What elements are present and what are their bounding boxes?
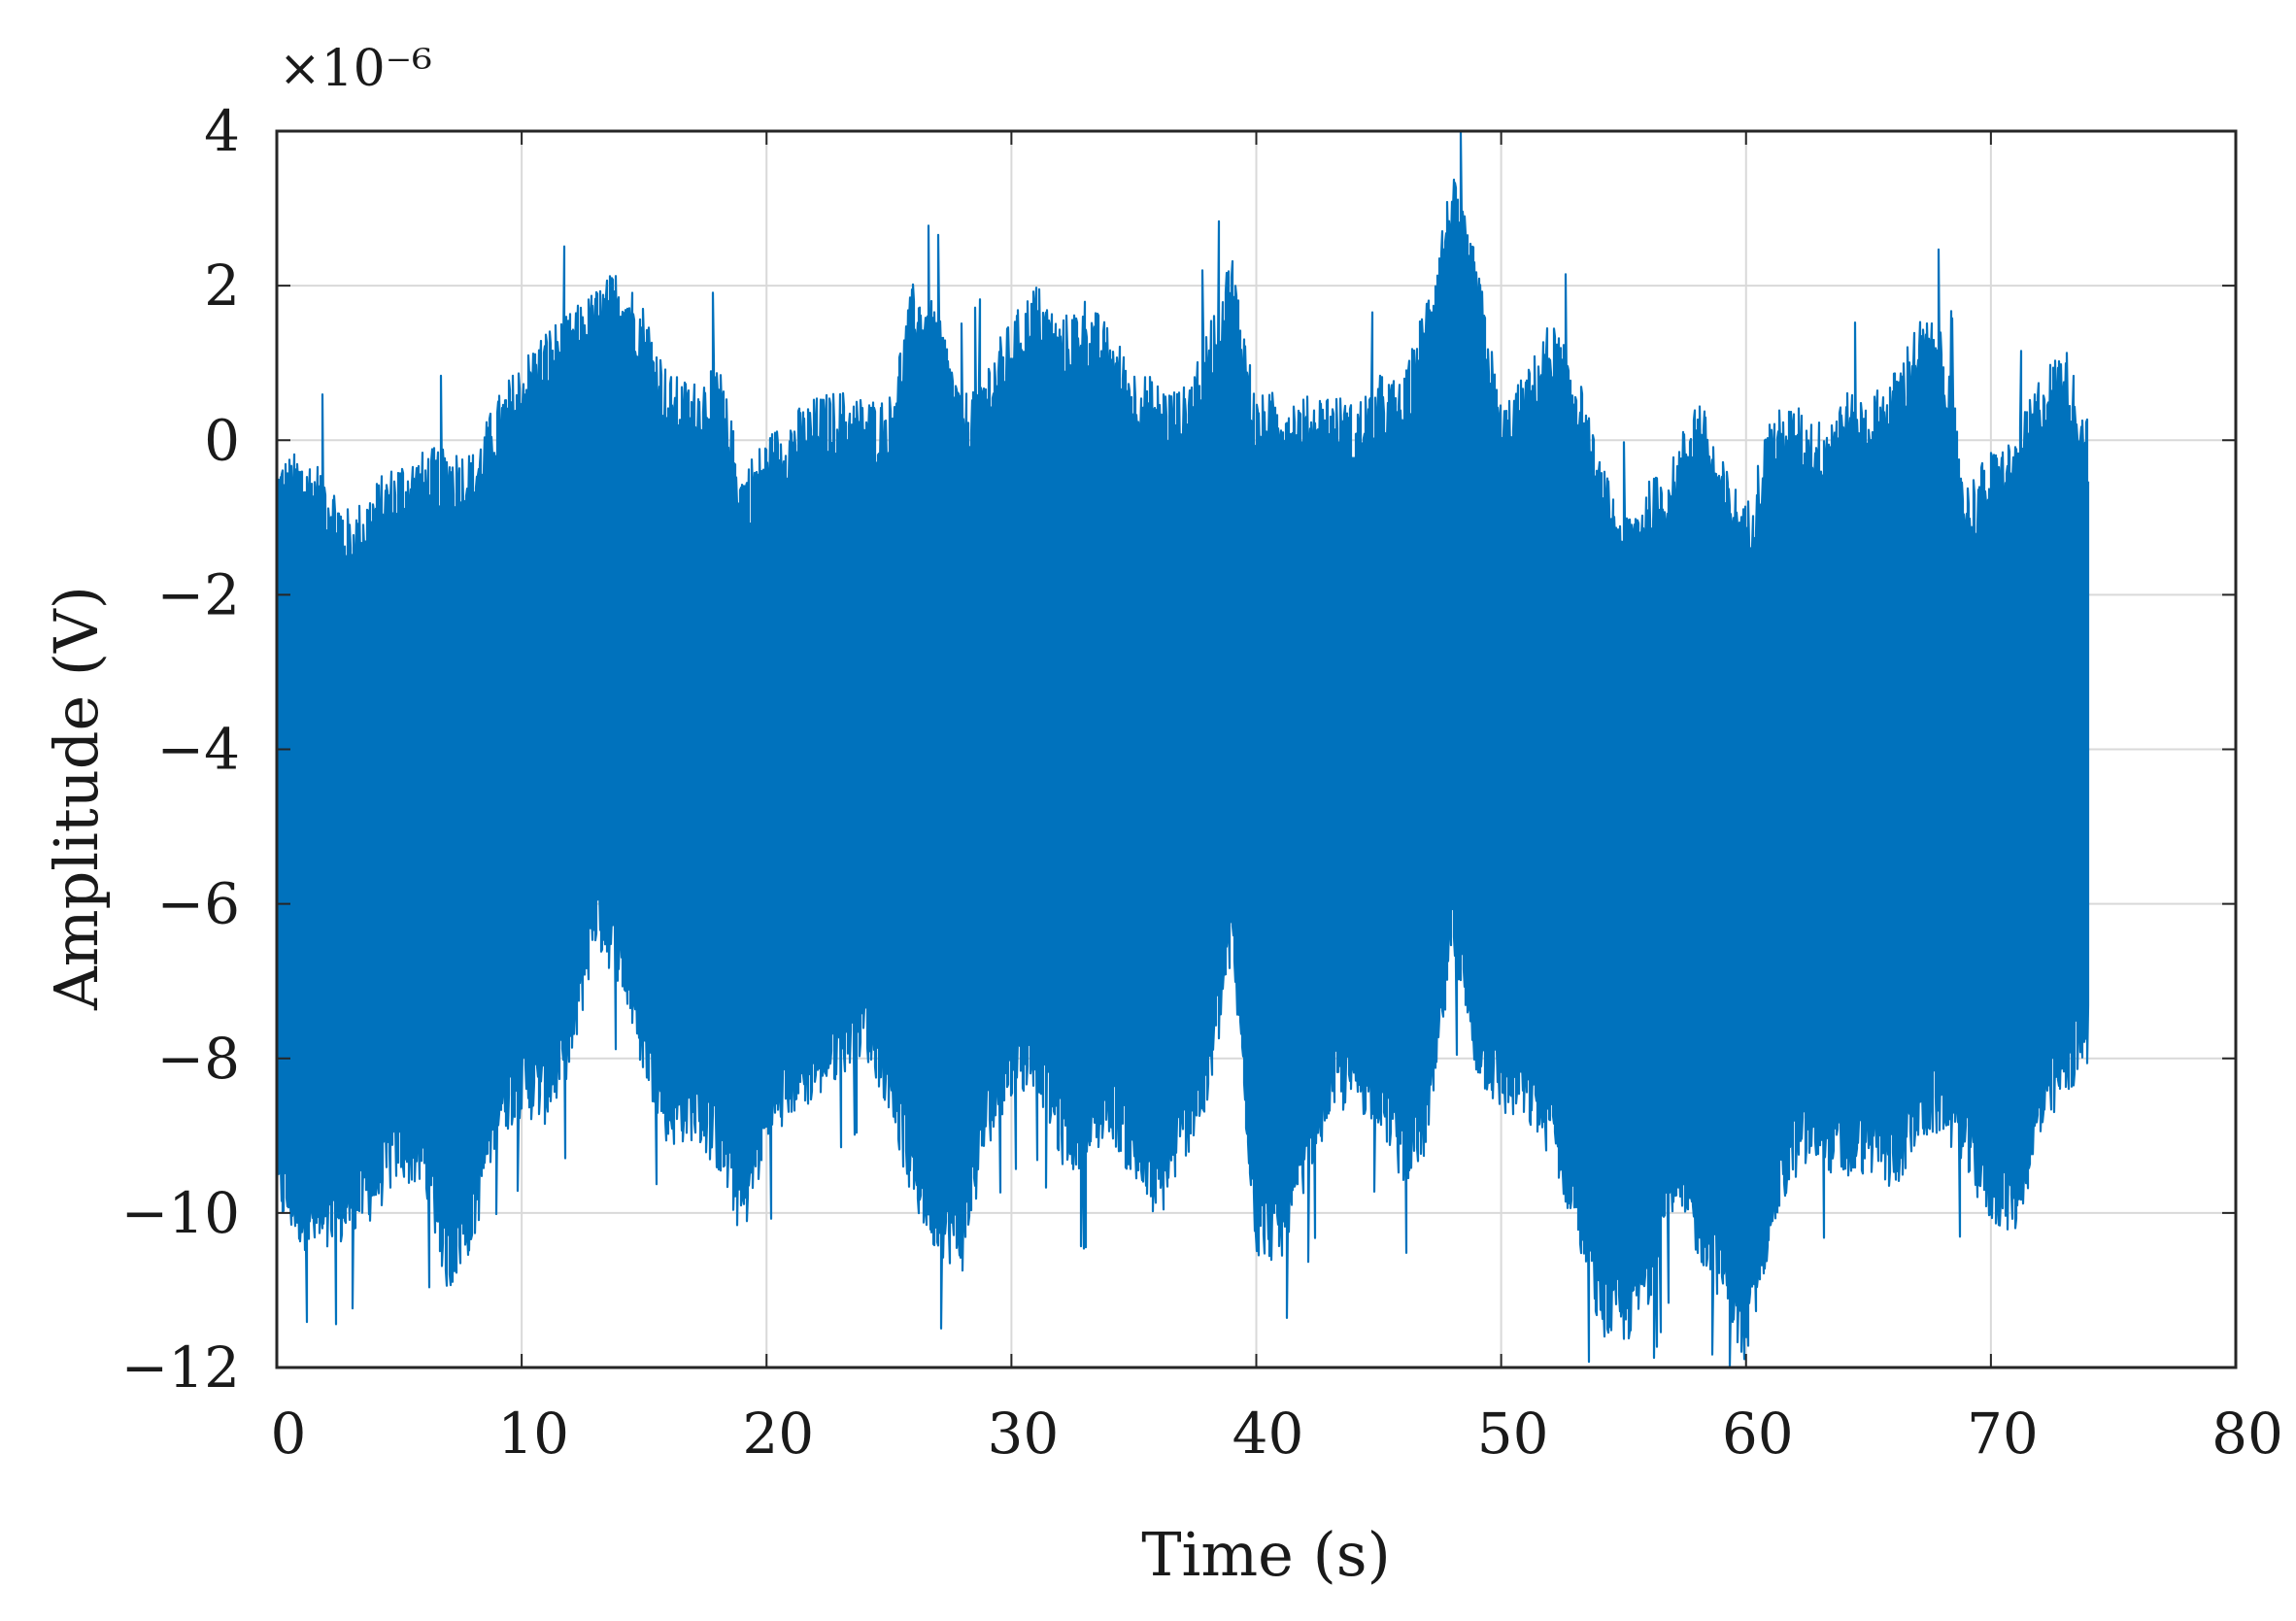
x-tick-label: 30 xyxy=(987,1401,1059,1467)
x-tick-label: 40 xyxy=(1232,1401,1304,1467)
y-tick-label: 4 xyxy=(204,98,240,164)
x-tick-label: 50 xyxy=(1477,1401,1549,1467)
y-tick-label: 0 xyxy=(204,407,240,473)
y-axis-multiplier: ×10⁻⁶ xyxy=(279,40,432,98)
x-axis-title: Time (s) xyxy=(1141,1519,1391,1590)
y-tick-label: −2 xyxy=(157,561,241,627)
y-axis-title: Amplitude (V) xyxy=(41,586,112,1011)
y-tick-label: 2 xyxy=(204,253,240,319)
y-tick-label: −12 xyxy=(121,1334,240,1401)
x-tick-label: 80 xyxy=(2212,1401,2283,1467)
y-tick-label: −10 xyxy=(121,1180,240,1246)
signal-line xyxy=(275,131,2090,1369)
signal-series xyxy=(275,131,2090,1369)
x-tick-label: 10 xyxy=(497,1401,569,1467)
y-tick-label: −6 xyxy=(157,871,241,937)
x-tick-label: 60 xyxy=(1722,1401,1794,1467)
x-tick-label: 0 xyxy=(271,1401,307,1467)
y-tick-label: −4 xyxy=(157,717,241,783)
x-tick-label: 70 xyxy=(1967,1401,2039,1467)
x-tick-label: 20 xyxy=(742,1401,814,1467)
y-tick-label: −8 xyxy=(157,1026,241,1092)
